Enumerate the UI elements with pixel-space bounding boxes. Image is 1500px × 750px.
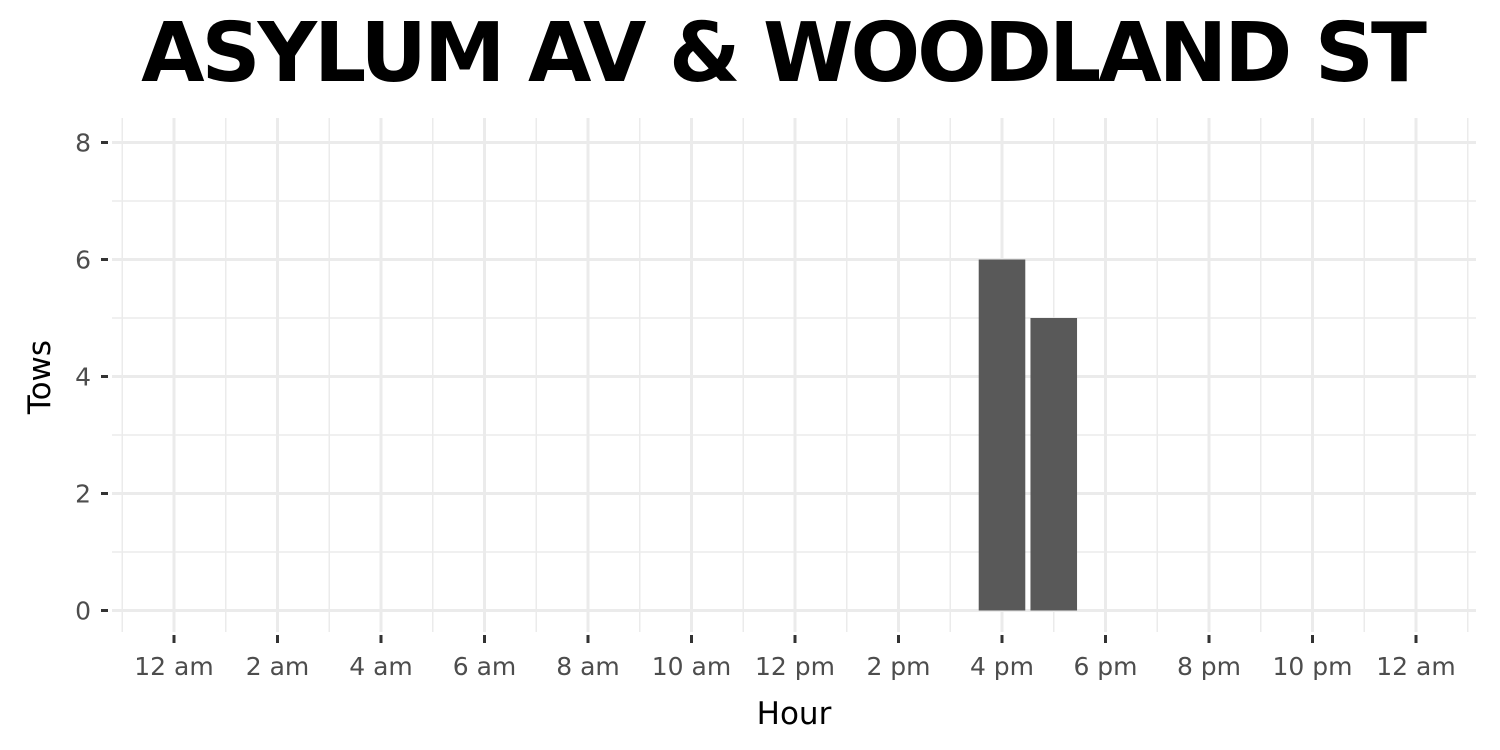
x-tick-label: 4 pm xyxy=(970,652,1034,681)
y-tick-label: 0 xyxy=(75,597,91,626)
x-tick-label: 12 pm xyxy=(755,652,835,681)
y-tick-label: 2 xyxy=(75,480,91,509)
x-tick-label: 2 pm xyxy=(866,652,930,681)
major-gridlines xyxy=(112,118,1476,632)
x-tick-label: 12 am xyxy=(1376,652,1455,681)
x-tick-label: 12 am xyxy=(134,652,213,681)
x-tick-label: 8 pm xyxy=(1177,652,1241,681)
x-axis: 12 am 2 am 4 am 6 am 8 am 10 am 12 pm 2 pm 4 pm 6… xyxy=(134,635,1456,681)
bars xyxy=(978,259,1078,611)
y-tick-label: 4 xyxy=(75,363,91,392)
x-axis-title: Hour xyxy=(757,696,832,732)
x-tick-label: 10 am xyxy=(652,652,731,681)
x-tick-label: 2 am xyxy=(246,652,310,681)
chart-title: ASYLUM AV & WOODLAND ST xyxy=(141,6,1427,101)
x-tick-label: 6 am xyxy=(453,652,517,681)
bar xyxy=(978,259,1026,611)
y-axis: 0 2 4 6 8 xyxy=(75,129,108,626)
x-tick-label: 8 am xyxy=(556,652,620,681)
x-tick-label: 10 pm xyxy=(1273,652,1353,681)
x-tick-label: 6 pm xyxy=(1073,652,1137,681)
x-tick-label: 4 am xyxy=(349,652,413,681)
y-tick-label: 8 xyxy=(75,129,91,158)
y-tick-label: 6 xyxy=(75,246,91,275)
bar xyxy=(1030,318,1078,611)
y-axis-title: Tows xyxy=(22,340,58,415)
